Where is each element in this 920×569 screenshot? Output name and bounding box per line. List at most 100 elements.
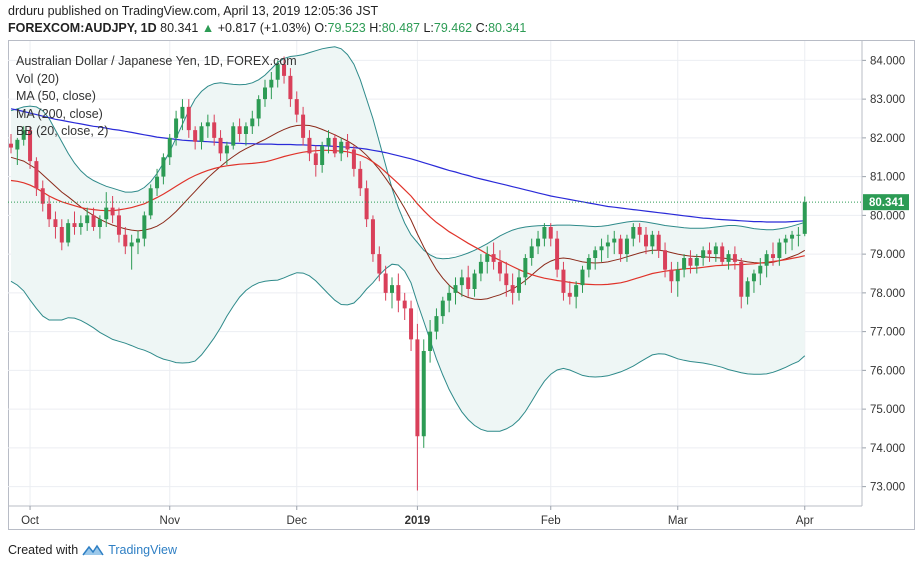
candle bbox=[447, 285, 452, 313]
candle-body bbox=[459, 277, 464, 286]
candle bbox=[675, 261, 680, 297]
legend-title: Australian Dollar / Japanese Yen, 1D, FO… bbox=[16, 54, 297, 68]
candle-body bbox=[97, 219, 102, 227]
legend-item-bollinger[interactable]: BB (20, close, 2) bbox=[16, 124, 109, 138]
candle-body bbox=[720, 246, 725, 262]
candle bbox=[383, 265, 388, 301]
tradingview-brand[interactable]: TradingView bbox=[108, 543, 177, 557]
tick-label-y: 84.000 bbox=[870, 55, 905, 67]
candle bbox=[199, 122, 204, 150]
candle-body bbox=[688, 258, 693, 266]
candle bbox=[301, 106, 306, 146]
candle-body bbox=[326, 137, 331, 146]
candle-body bbox=[751, 273, 756, 282]
candle-body bbox=[224, 145, 229, 154]
candle-body bbox=[155, 176, 160, 189]
candle-body bbox=[561, 269, 566, 293]
candle bbox=[364, 180, 369, 227]
candle-body bbox=[726, 254, 731, 262]
time-axis: Oct Nov Dec 2019 Feb Mar Apr bbox=[8, 505, 862, 527]
candle bbox=[104, 192, 109, 227]
candle bbox=[555, 230, 560, 278]
legend-item-ma50[interactable]: MA (50, close) bbox=[16, 89, 96, 103]
candle bbox=[193, 126, 198, 150]
candle-body bbox=[624, 238, 629, 255]
candle-body bbox=[694, 258, 699, 266]
candle bbox=[542, 223, 547, 247]
low-label: L: bbox=[423, 21, 434, 35]
candle-body bbox=[123, 234, 128, 247]
publish-line: drduru published on TradingView.com, Apr… bbox=[8, 4, 526, 18]
candle bbox=[574, 281, 579, 309]
candle-body bbox=[428, 331, 433, 351]
candle-body bbox=[466, 277, 471, 289]
candle-body bbox=[504, 273, 509, 286]
candle bbox=[751, 269, 756, 293]
candle-body bbox=[212, 122, 217, 138]
candle-body bbox=[104, 207, 109, 220]
published-text: published on TradingView.com, bbox=[47, 4, 221, 18]
candle-body bbox=[777, 242, 782, 258]
candle-body bbox=[453, 285, 458, 293]
open-value: 79.523 bbox=[327, 21, 366, 35]
candle bbox=[136, 230, 140, 255]
legend-item-ma200[interactable]: MA (200, close) bbox=[16, 106, 103, 121]
candle bbox=[713, 242, 718, 262]
candles bbox=[9, 56, 807, 491]
candle-body bbox=[631, 227, 636, 239]
candle bbox=[472, 269, 477, 297]
candle bbox=[269, 72, 274, 100]
candle bbox=[59, 219, 64, 251]
tick-label-y: 79.000 bbox=[870, 249, 905, 261]
candle-body bbox=[275, 64, 280, 80]
candle bbox=[466, 265, 471, 297]
candle bbox=[123, 227, 128, 255]
tick-label-x: 2019 bbox=[405, 515, 431, 527]
candle-body bbox=[707, 250, 712, 255]
candle-body bbox=[307, 137, 312, 154]
candle-body bbox=[663, 250, 668, 270]
chart-frame bbox=[8, 40, 915, 530]
high-value: 80.487 bbox=[381, 21, 420, 35]
candle bbox=[326, 130, 331, 154]
candle-body bbox=[796, 234, 801, 236]
candle-body bbox=[491, 254, 496, 262]
candle bbox=[390, 277, 394, 309]
candle bbox=[764, 250, 769, 278]
candle-body bbox=[802, 202, 807, 234]
candle bbox=[758, 258, 763, 286]
candle bbox=[186, 99, 191, 138]
candle-body bbox=[529, 246, 534, 258]
candle bbox=[631, 223, 636, 247]
candle bbox=[669, 261, 674, 293]
candle bbox=[110, 196, 115, 224]
candle-body bbox=[370, 219, 375, 255]
candle bbox=[510, 273, 515, 305]
candle bbox=[605, 234, 610, 258]
candle-body bbox=[250, 118, 255, 127]
bollinger-lower-line bbox=[10, 263, 806, 432]
candle-body bbox=[345, 141, 350, 150]
candle bbox=[218, 130, 223, 162]
candle-body bbox=[669, 269, 674, 282]
chart-legend: Australian Dollar / Japanese Yen, 1D, FO… bbox=[16, 53, 297, 141]
candle-body bbox=[263, 87, 267, 100]
bollinger-fill bbox=[11, 46, 805, 432]
candle-body bbox=[402, 300, 407, 309]
author-name[interactable]: drduru bbox=[8, 4, 45, 18]
tick-label-x: Apr bbox=[796, 515, 814, 527]
candle bbox=[294, 91, 299, 123]
publish-timestamp: April 13, 2019 12:05:36 JST bbox=[223, 4, 379, 18]
candle-body bbox=[644, 234, 648, 247]
candle bbox=[275, 60, 280, 88]
candle-body bbox=[167, 137, 172, 158]
legend-item-volume[interactable]: Vol (20) bbox=[16, 71, 60, 86]
tick-label-y: 73.000 bbox=[870, 482, 905, 494]
candle bbox=[593, 246, 598, 270]
candle-body bbox=[593, 250, 598, 258]
candle bbox=[243, 122, 248, 146]
candle bbox=[612, 230, 617, 255]
candle bbox=[15, 137, 20, 165]
candle-body bbox=[358, 168, 363, 189]
